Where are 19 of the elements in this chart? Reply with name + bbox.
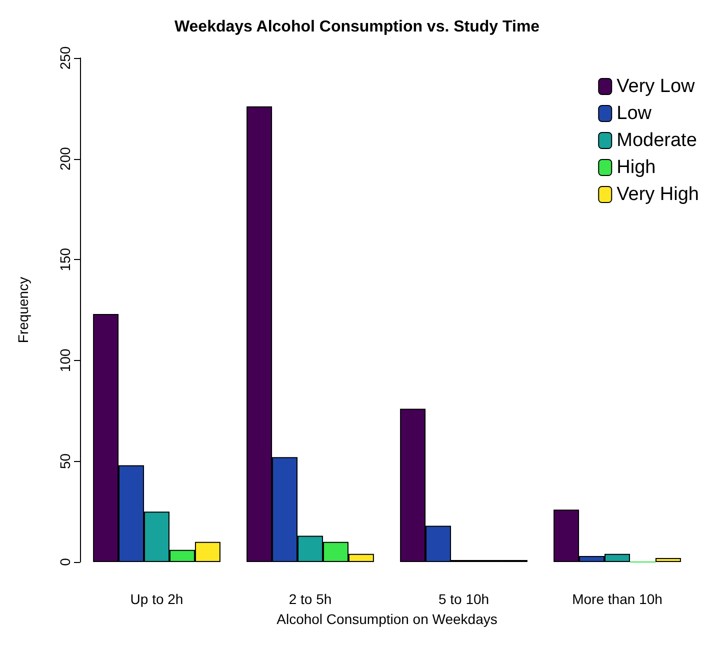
x-tick-label: More than 10h — [572, 591, 662, 607]
y-tick-label: 50 — [57, 453, 73, 469]
legend-label: Very High — [616, 184, 699, 205]
y-tick-label: 200 — [57, 146, 73, 170]
legend-label: Low — [616, 103, 652, 124]
y-tick-label: 150 — [57, 248, 73, 272]
x-axis-title: Alcohol Consumption on Weekdays — [276, 611, 498, 627]
legend-label: High — [616, 157, 656, 178]
x-tick-label: 5 to 10h — [438, 591, 490, 607]
y-tick-label: 100 — [57, 348, 73, 372]
legend-label: Moderate — [616, 130, 697, 151]
y-axis-title: Frequency — [15, 276, 31, 344]
chart-title: Weekdays Alcohol Consumption vs. Study Time — [174, 18, 540, 36]
y-tick-label: 0 — [57, 558, 73, 566]
x-tick-label: 2 to 5h — [288, 591, 332, 607]
x-tick-label: Up to 2h — [130, 591, 184, 607]
y-tick-label: 250 — [57, 46, 73, 70]
legend-label: Very Low — [616, 76, 696, 97]
bar — [655, 558, 681, 562]
